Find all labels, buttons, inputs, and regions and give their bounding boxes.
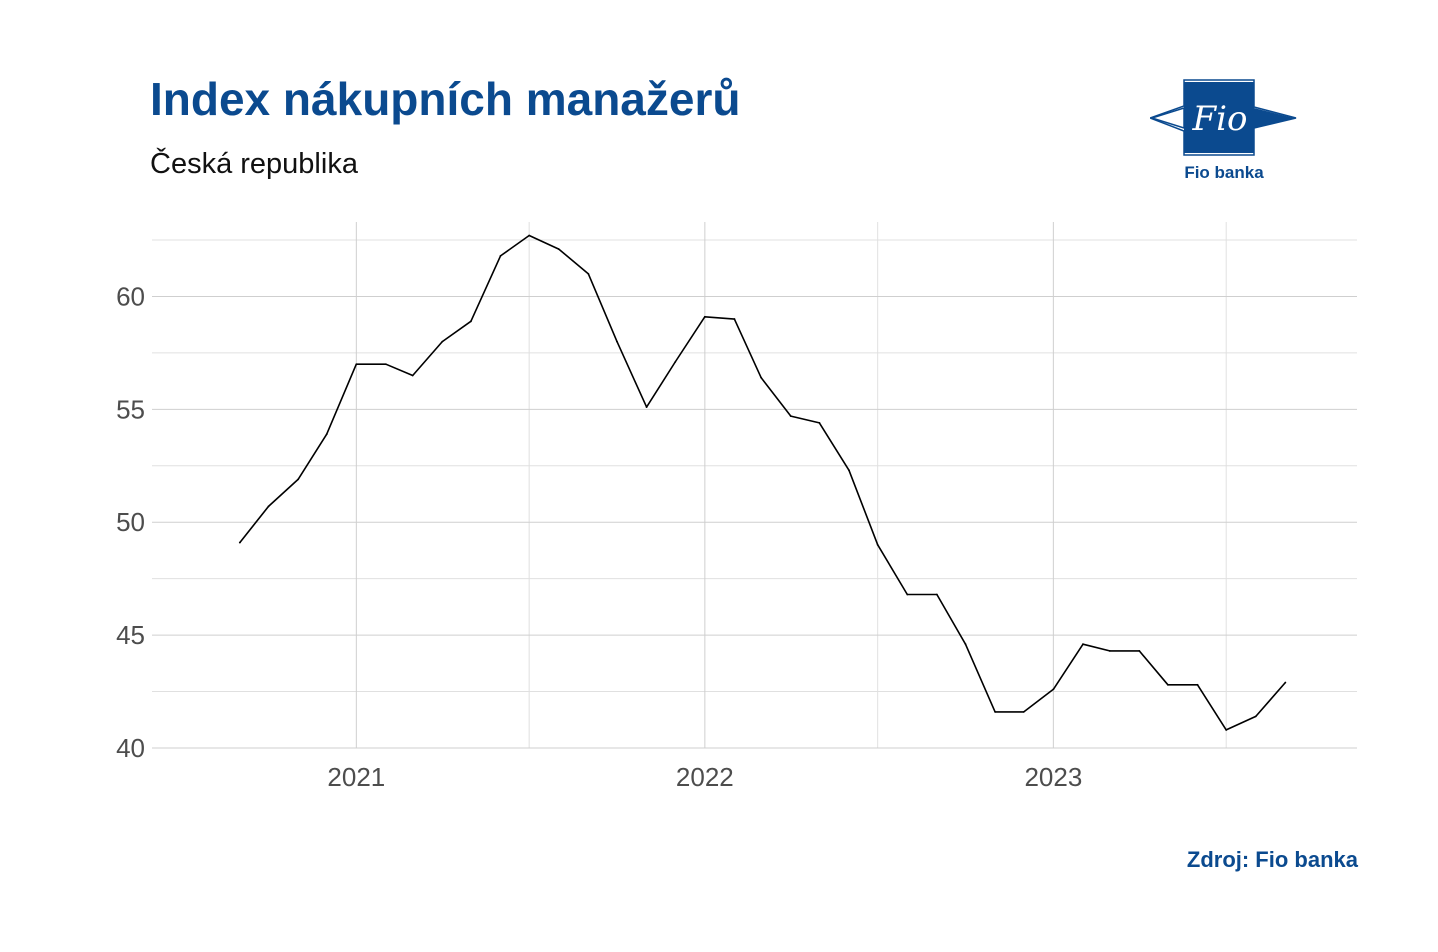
y-tick-label: 50 bbox=[116, 507, 145, 537]
data-point bbox=[616, 340, 618, 343]
data-point bbox=[733, 318, 736, 320]
data-point bbox=[674, 361, 677, 363]
data-point bbox=[238, 541, 241, 544]
data-point bbox=[876, 543, 879, 546]
data-point bbox=[355, 363, 358, 366]
data-point bbox=[703, 315, 706, 318]
y-tick-label: 40 bbox=[116, 733, 145, 763]
data-point bbox=[1284, 681, 1287, 684]
y-tick-label: 55 bbox=[116, 394, 145, 424]
data-point bbox=[935, 593, 938, 596]
logo-mark-fill bbox=[1184, 82, 1254, 153]
data-point bbox=[325, 433, 328, 436]
data-point bbox=[1196, 683, 1199, 686]
data-point bbox=[528, 234, 531, 237]
x-tick-label: 2022 bbox=[676, 762, 734, 792]
data-point bbox=[411, 374, 414, 377]
data-point bbox=[760, 376, 763, 379]
logo-name: Fio banka bbox=[1184, 163, 1264, 182]
major-gridlines bbox=[152, 222, 1357, 749]
data-point bbox=[385, 363, 387, 366]
data-point bbox=[1022, 710, 1025, 713]
data-point bbox=[1138, 650, 1141, 652]
data-point bbox=[1167, 683, 1169, 686]
series-line bbox=[239, 234, 1287, 731]
data-point bbox=[470, 320, 472, 323]
chart-title: Index nákupních manažerů bbox=[150, 73, 741, 125]
data-point bbox=[587, 273, 590, 275]
data-point bbox=[906, 593, 909, 596]
x-tick-label: 2023 bbox=[1024, 762, 1082, 792]
series-group bbox=[238, 234, 1287, 731]
logo-mark-text: Fio bbox=[1192, 99, 1248, 139]
data-point bbox=[1108, 650, 1111, 652]
data-point bbox=[848, 469, 850, 472]
data-point bbox=[1254, 715, 1257, 718]
x-tick-label: 2021 bbox=[327, 762, 385, 792]
data-point bbox=[441, 340, 444, 343]
data-point bbox=[499, 254, 502, 257]
chart-subtitle: Česká republika bbox=[150, 148, 358, 180]
y-axis-ticks: 40 45 50 55 60 bbox=[116, 281, 145, 763]
y-tick-label: 45 bbox=[116, 620, 145, 650]
data-point bbox=[964, 643, 967, 646]
source-note: Zdroj: Fio banka bbox=[1186, 847, 1358, 872]
data-point bbox=[557, 248, 560, 250]
data-point bbox=[645, 406, 648, 409]
data-point bbox=[818, 422, 821, 424]
data-point bbox=[789, 415, 792, 418]
logo-mark-arrow-right bbox=[1254, 108, 1294, 128]
data-point bbox=[297, 478, 299, 481]
data-point bbox=[267, 505, 270, 508]
y-tick-label: 60 bbox=[116, 281, 145, 311]
data-point bbox=[1225, 729, 1228, 731]
logo-mark-arrow-left bbox=[1150, 106, 1185, 130]
x-axis-ticks: 2021 2022 2023 bbox=[327, 762, 1082, 792]
minor-gridlines bbox=[152, 222, 1357, 748]
data-point bbox=[1082, 643, 1084, 646]
fio-banka-logo: Fio Fio banka bbox=[1150, 79, 1297, 182]
data-point bbox=[994, 710, 997, 713]
data-point bbox=[1052, 688, 1055, 691]
